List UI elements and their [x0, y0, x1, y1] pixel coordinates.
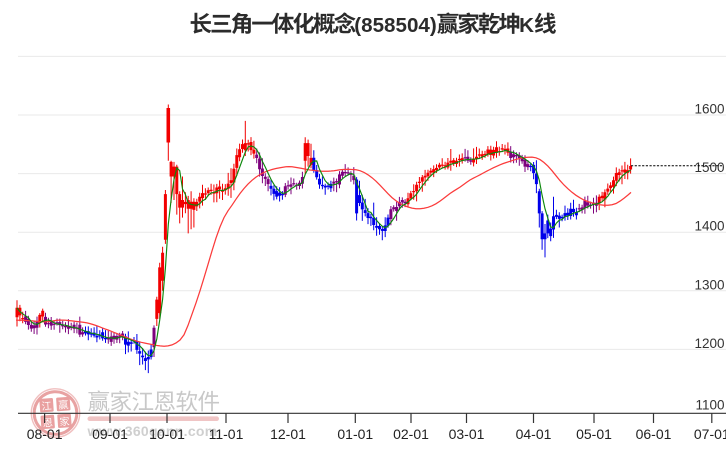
svg-text:05-01: 05-01 — [576, 426, 612, 442]
svg-text:www.360gann.com: www.360gann.com — [87, 423, 218, 439]
svg-text:(858504): (858504) — [354, 14, 436, 37]
svg-text:06-01: 06-01 — [636, 426, 672, 442]
svg-text:12-01: 12-01 — [270, 426, 306, 442]
svg-text:1200: 1200 — [694, 336, 724, 351]
svg-text:10-01: 10-01 — [149, 426, 185, 442]
svg-text:1300: 1300 — [694, 277, 724, 292]
svg-text:03-01: 03-01 — [449, 426, 485, 442]
svg-text:11-01: 11-01 — [209, 426, 244, 442]
svg-text:04-01: 04-01 — [516, 426, 552, 442]
svg-text:02-01: 02-01 — [393, 426, 429, 442]
svg-text:01-01: 01-01 — [337, 426, 373, 442]
svg-text:08-01: 08-01 — [27, 426, 63, 442]
svg-text:09-01: 09-01 — [92, 426, 128, 442]
svg-text:1100: 1100 — [695, 397, 724, 412]
svg-text:07-01: 07-01 — [694, 426, 726, 442]
svg-text:1500: 1500 — [694, 160, 724, 175]
svg-text:K: K — [519, 14, 534, 37]
svg-text:1400: 1400 — [694, 219, 724, 234]
svg-text:1600: 1600 — [694, 102, 724, 117]
